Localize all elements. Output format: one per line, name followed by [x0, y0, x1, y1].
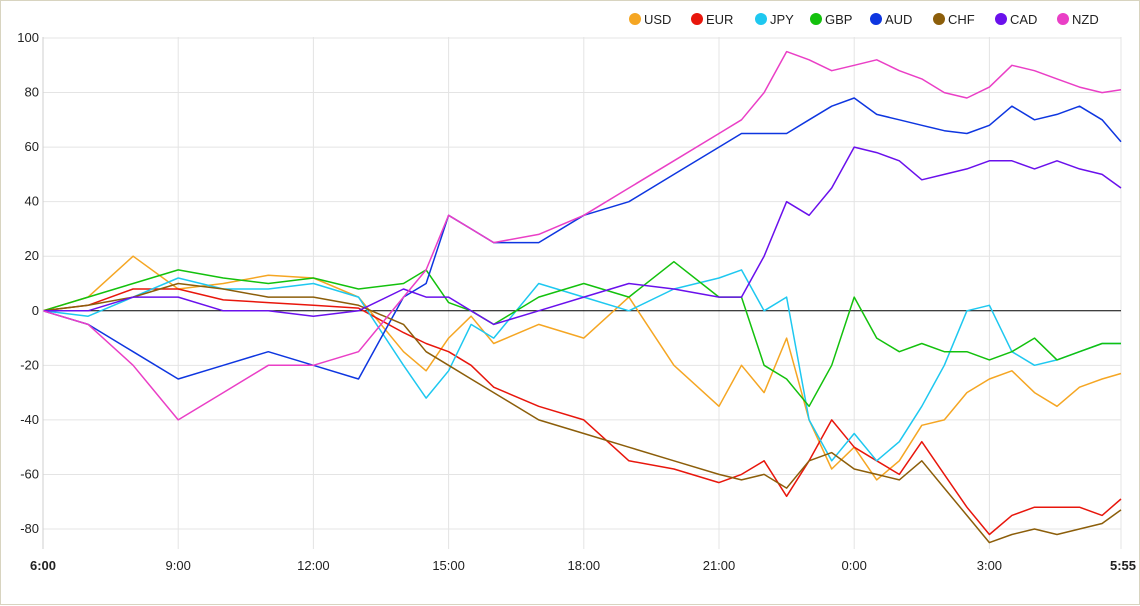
legend-swatch	[810, 13, 822, 25]
x-tick-label: 6:00	[30, 558, 56, 573]
axis-layer: 100 80 60 40 20 0 -20 -40 -60 -80 6:00 9:00 12:00 15:…	[17, 30, 1136, 573]
legend-swatch	[691, 13, 703, 25]
series-line-jpy	[42, 269, 1121, 462]
x-tick-label: 3:00	[977, 558, 1002, 573]
legend-item-cad[interactable]: CAD	[995, 12, 1037, 27]
y-tick-label: 60	[25, 139, 39, 154]
x-tick-label: 15:00	[432, 558, 465, 573]
y-tick-label: 20	[25, 248, 39, 263]
legend-swatch	[1057, 13, 1069, 25]
y-tick-label: 100	[17, 30, 39, 45]
series-line-gbp	[42, 260, 1121, 408]
legend-label: EUR	[706, 12, 733, 27]
legend-swatch	[933, 13, 945, 25]
y-tick-label: 0	[32, 303, 39, 318]
x-tick-label: 18:00	[568, 558, 601, 573]
x-tick-label: 9:00	[166, 558, 191, 573]
series-line-aud	[42, 97, 1122, 380]
legend-label: GBP	[825, 12, 852, 27]
series-layer	[42, 50, 1122, 544]
legend[interactable]: USD EUR JPY GBP AUD CHF CAD NZD	[629, 12, 1099, 27]
legend-label: CAD	[1010, 12, 1037, 27]
y-tick-label: 80	[25, 85, 39, 100]
legend-swatch	[870, 13, 882, 25]
x-tick-label: 5:55	[1110, 558, 1136, 573]
legend-item-gbp[interactable]: GBP	[810, 12, 852, 27]
legend-label: JPY	[770, 12, 794, 27]
y-tick-label: 40	[25, 194, 39, 209]
y-tick-label: -40	[20, 412, 39, 427]
series-line-usd	[42, 255, 1122, 481]
legend-swatch	[995, 13, 1007, 25]
legend-item-aud[interactable]: AUD	[870, 12, 912, 27]
series-line-eur	[42, 288, 1122, 536]
series-line-cad	[43, 146, 1122, 326]
legend-label: USD	[644, 12, 671, 27]
series-line-chf	[42, 282, 1122, 544]
x-tick-label: 0:00	[842, 558, 867, 573]
legend-item-eur[interactable]: EUR	[691, 12, 733, 27]
grid-layer	[42, 37, 1122, 549]
x-tick-label: 21:00	[703, 558, 736, 573]
legend-item-usd[interactable]: USD	[629, 12, 671, 27]
legend-item-nzd[interactable]: NZD	[1057, 12, 1099, 27]
series-line-nzd	[42, 50, 1122, 421]
y-tick-label: -80	[20, 521, 39, 536]
legend-item-chf[interactable]: CHF	[933, 12, 975, 27]
x-tick-label: 12:00	[297, 558, 330, 573]
legend-swatch	[629, 13, 641, 25]
legend-label: AUD	[885, 12, 912, 27]
legend-item-jpy[interactable]: JPY	[755, 12, 794, 27]
legend-label: NZD	[1072, 12, 1099, 27]
y-tick-label: -60	[20, 466, 39, 481]
legend-swatch	[755, 13, 767, 25]
legend-label: CHF	[948, 12, 975, 27]
y-tick-label: -20	[20, 357, 39, 372]
